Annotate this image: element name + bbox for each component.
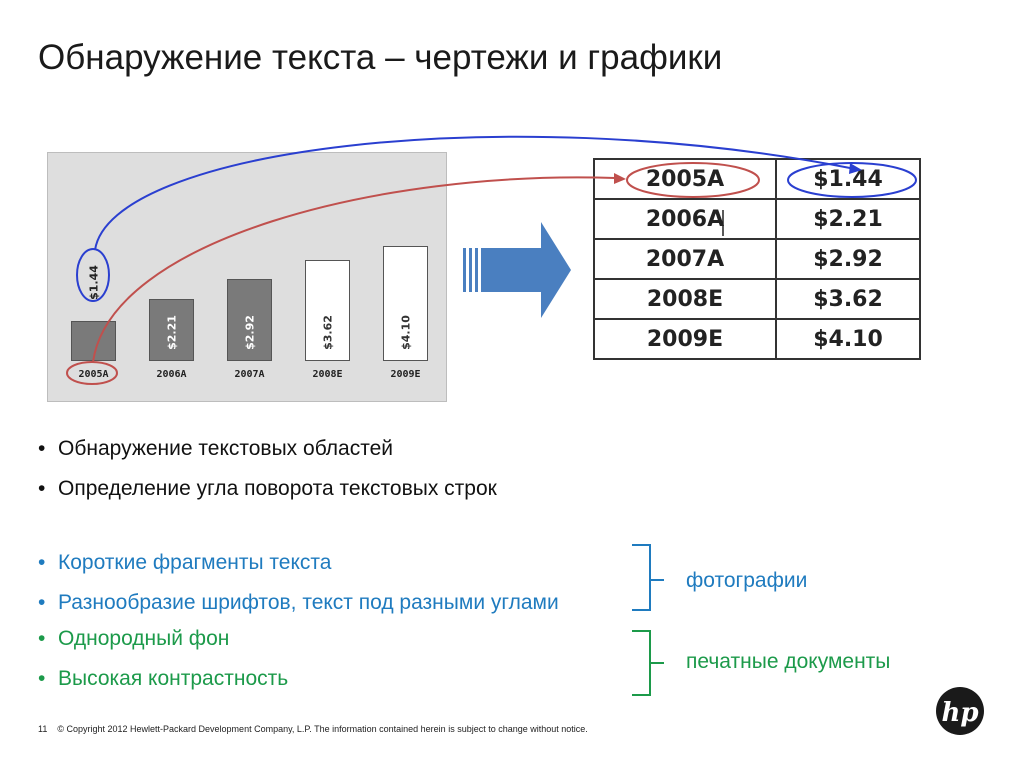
chart-bar <box>383 246 428 361</box>
bullet-dot-icon: • <box>38 591 46 614</box>
bullet-dot-icon: • <box>38 627 46 650</box>
red-arrowhead-icon <box>614 173 626 184</box>
table-category-ellipse <box>626 162 760 198</box>
bullet-text: Короткие фрагменты текста <box>58 551 332 574</box>
chart-bar <box>305 259 350 361</box>
photos-label: фотографии <box>686 569 808 592</box>
bullet-item: • Высокая контрастность <box>38 667 288 691</box>
bullet-item: • Разнообразие шрифтов, текст под разными… <box>38 591 559 615</box>
right-arrow-icon <box>463 222 571 318</box>
table-value-ellipse <box>787 162 917 198</box>
table-row: 2006A $2.21 <box>593 198 921 240</box>
chart-category-label: 2005A <box>78 369 109 380</box>
green-bracket-icon <box>632 630 664 696</box>
table-cell-year: 2008E <box>593 278 777 320</box>
chart-category-label: 2008E <box>312 369 343 380</box>
bullet-item: • Короткие фрагменты текста <box>38 551 331 575</box>
bullet-dot-icon: • <box>38 551 46 574</box>
table-cell-year: 2007A <box>593 238 777 280</box>
chart-category-label: 2006A <box>156 369 187 380</box>
bullet-text: Определение угла поворота текстовых стро… <box>58 477 497 500</box>
table-cell-value: $2.92 <box>775 238 921 280</box>
table-row: 2008E $3.62 <box>593 278 921 320</box>
table-row: 2007A $2.92 <box>593 238 921 280</box>
table-cell-value: $3.62 <box>775 278 921 320</box>
hp-logo: hp <box>936 687 984 735</box>
page-number: 11 <box>38 724 48 734</box>
chart-category-label: 2009E <box>390 369 421 380</box>
blue-arrowhead-icon <box>849 163 862 174</box>
chart-category-label: 2007A <box>234 369 265 380</box>
table-cell-value: $2.21 <box>775 198 921 240</box>
bullet-dot-icon: • <box>38 437 46 460</box>
chart-bar <box>227 279 272 361</box>
bullet-text: Высокая контрастность <box>58 667 289 690</box>
bullet-text: Однородный фон <box>58 627 230 650</box>
chart-bar <box>149 299 194 361</box>
chart-category-ellipse <box>66 361 118 385</box>
red-connector-curve <box>92 176 616 363</box>
svg-text:hp: hp <box>941 698 978 728</box>
bar-chart: $1.44 2005A $2.21 2006A $2.92 2007A $3.62 2008E… <box>47 152 447 402</box>
table-row: 2009E $4.10 <box>593 318 921 360</box>
blue-bracket-icon <box>632 544 664 611</box>
bullet-dot-icon: • <box>38 667 46 690</box>
bullet-item: • Обнаружение текстовых областей <box>38 437 393 461</box>
bullet-item: • Однородный фон <box>38 627 229 651</box>
copyright-text: © Copyright 2012 Hewlett-Packard Develop… <box>57 724 588 734</box>
data-table: 2005A $1.44 2006A $2.21 2007A $2.92 2008E $3.62… <box>593 158 921 360</box>
page-title: Обнаружение текста – чертежи и графики <box>38 38 723 77</box>
footer: 11 © Copyright 2012 Hewlett-Packard Devel… <box>38 724 588 734</box>
table-cell-value: $4.10 <box>775 318 921 360</box>
bullet-dot-icon: • <box>38 477 46 500</box>
bullet-item: • Определение угла поворота текстовых стр… <box>38 477 497 501</box>
chart-value-ellipse <box>76 248 110 302</box>
bullet-text: Обнаружение текстовых областей <box>58 437 394 460</box>
printed-documents-label: печатные документы <box>686 650 891 673</box>
table-cell-year: 2009E <box>593 318 777 360</box>
table-cell-year: 2006A <box>593 198 777 240</box>
blue-connector-curve <box>94 135 851 251</box>
bullet-text: Разнообразие шрифтов, текст под разными … <box>58 591 559 614</box>
